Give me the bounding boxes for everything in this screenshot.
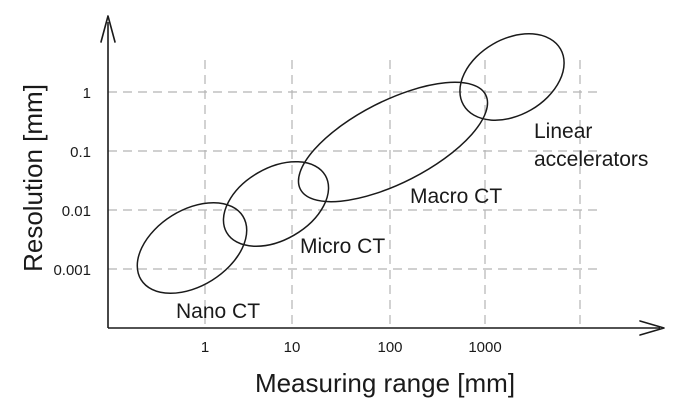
nano-ct-region bbox=[136, 201, 248, 295]
x-axis-title: Measuring range [mm] bbox=[255, 368, 515, 398]
grid-horizontal-lines bbox=[108, 91, 600, 270]
macro-ct-label: Macro CT bbox=[410, 185, 502, 208]
axes bbox=[100, 15, 665, 336]
region-labels: Nano CT Micro CT Macro CT Linear acceler… bbox=[176, 120, 648, 323]
y-tick-label: 0.001 bbox=[53, 262, 91, 279]
nano-ct-label: Nano CT bbox=[176, 300, 260, 323]
x-axis-arrow bbox=[639, 320, 665, 336]
x-tick-label: 1000 bbox=[468, 339, 501, 356]
y-axis-title: Resolution [mm] bbox=[18, 84, 48, 272]
linear-accelerators-label-line-2: accelerators bbox=[534, 148, 648, 171]
x-tick-label: 100 bbox=[377, 339, 402, 356]
x-tick-labels: 1 10 100 1000 bbox=[201, 339, 502, 356]
region-ellipses bbox=[136, 33, 565, 295]
y-tick-label: 0.1 bbox=[70, 144, 91, 161]
micro-ct-label: Micro CT bbox=[300, 235, 385, 258]
x-tick-label: 10 bbox=[284, 339, 301, 356]
micro-ct-region bbox=[222, 161, 330, 247]
linear-accelerators-region bbox=[459, 33, 565, 121]
y-axis-arrow bbox=[100, 15, 116, 43]
grid-vertical-lines bbox=[204, 60, 581, 328]
x-tick-label: 1 bbox=[201, 339, 209, 356]
y-tick-label: 0.01 bbox=[62, 203, 91, 220]
linear-accelerators-label-line-1: Linear bbox=[534, 120, 592, 143]
macro-ct-region bbox=[297, 81, 489, 203]
y-tick-label: 1 bbox=[83, 85, 91, 102]
y-tick-labels: 1 0.1 0.01 0.001 bbox=[53, 85, 91, 279]
